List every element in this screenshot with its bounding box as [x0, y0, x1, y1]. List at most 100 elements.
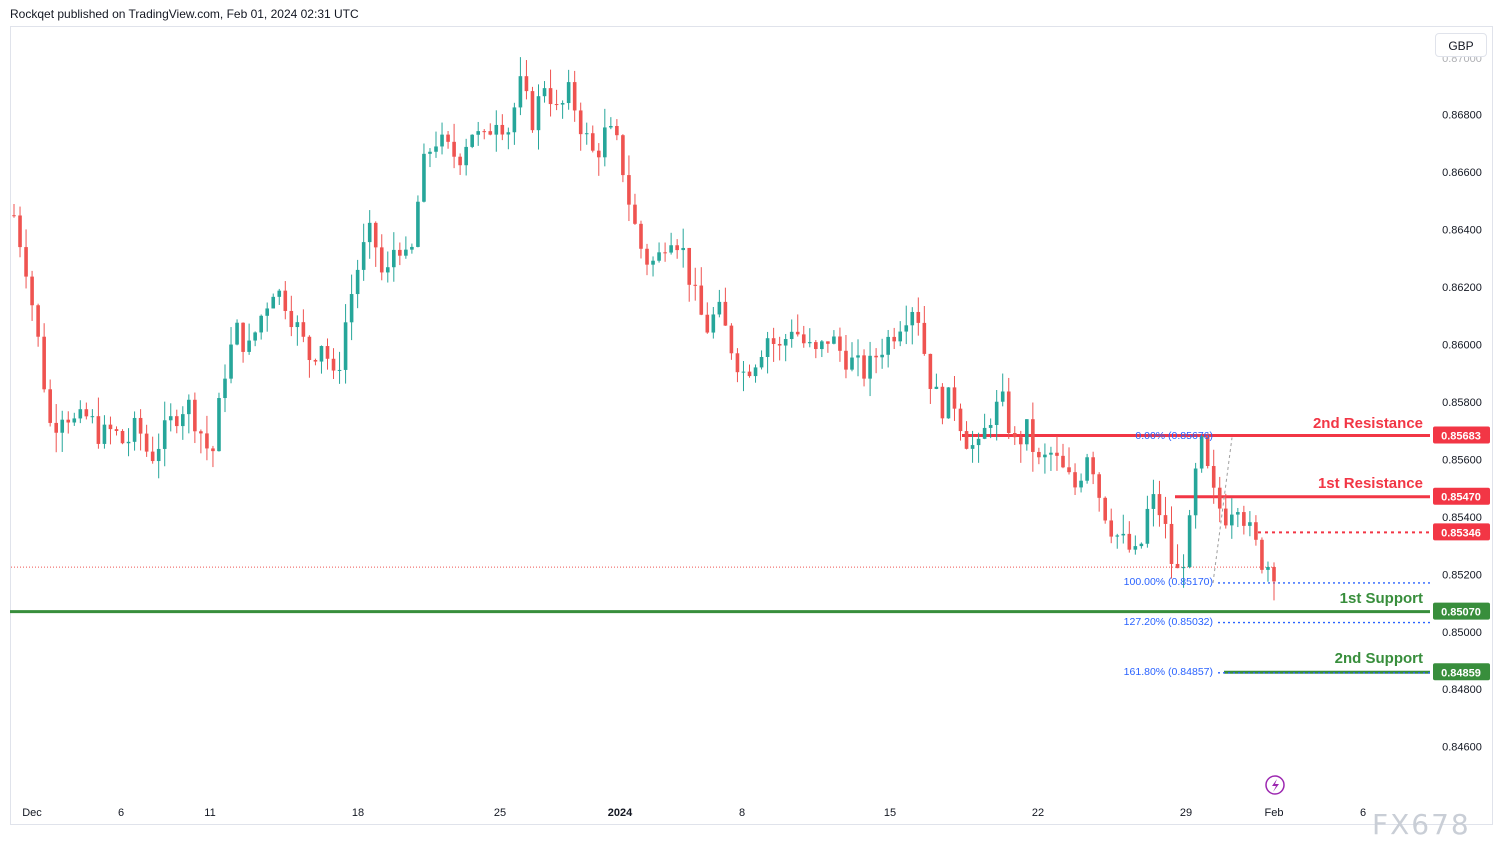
candle-body: [84, 409, 89, 417]
level-label: 2nd Support: [1335, 650, 1423, 667]
candle-body: [446, 134, 450, 142]
candle-body: [1151, 494, 1156, 509]
candle-body: [1067, 467, 1071, 473]
candle-body: [717, 301, 722, 315]
candle-body: [283, 290, 288, 311]
candle-body: [265, 308, 270, 316]
x-tick-label: 6: [118, 807, 124, 819]
candle-body: [313, 360, 318, 362]
candle-body: [596, 150, 601, 158]
candle-body: [1055, 452, 1059, 456]
candle-body: [958, 408, 963, 432]
y-tick-label: 0.86600: [1442, 167, 1482, 179]
y-tick-label: 0.85200: [1442, 569, 1482, 581]
candle-body: [132, 417, 137, 442]
candle-body: [1211, 466, 1216, 488]
candle-body: [928, 353, 933, 389]
candle-body: [355, 269, 360, 295]
candle-body: [295, 322, 300, 328]
candle-body: [307, 336, 312, 361]
candle-body: [464, 146, 468, 166]
candle-body: [24, 247, 28, 277]
y-tick-label: 0.85800: [1442, 397, 1482, 409]
x-tick-label: 6: [1360, 807, 1366, 819]
candle-body: [120, 430, 125, 444]
y-tick-label: 0.86800: [1442, 110, 1482, 122]
candle-body: [470, 134, 474, 147]
candle-body: [669, 245, 673, 253]
candle-body: [536, 96, 541, 131]
lightning-bolt-shape: [1272, 779, 1279, 792]
y-tick-label: 0.84800: [1442, 684, 1482, 696]
candle-body: [1139, 543, 1144, 547]
candle-body: [349, 294, 354, 323]
candle-body: [826, 341, 830, 344]
candle-body: [54, 422, 59, 433]
candle-body: [60, 419, 65, 433]
candle-body: [512, 107, 517, 133]
x-tick-label: 11: [204, 807, 215, 819]
candle-body: [530, 91, 535, 131]
candle-body: [814, 342, 818, 350]
candle-body: [126, 441, 131, 444]
candle-body: [1127, 533, 1132, 550]
y-tick-label: 0.86000: [1442, 340, 1482, 352]
chart-frame: [10, 26, 1493, 825]
candle-body: [162, 420, 167, 449]
candle-body: [12, 215, 16, 217]
x-tick-label: Feb: [1265, 807, 1284, 819]
fib-label: 161.80% (0.84857): [1124, 666, 1213, 678]
candle-body: [434, 146, 438, 152]
candle-body: [18, 215, 22, 248]
price-tag-bg: [1433, 663, 1490, 681]
candle-body: [72, 418, 77, 423]
candle-body: [916, 311, 921, 323]
candle-body: [982, 427, 987, 439]
candle-body: [235, 322, 239, 345]
lightning-circle: [1265, 775, 1285, 795]
candle-body: [988, 424, 993, 428]
candle-body: [476, 131, 481, 135]
candle-body: [1043, 454, 1047, 458]
candle-body: [946, 387, 951, 419]
candle-body: [1229, 514, 1234, 526]
candle-body: [385, 267, 390, 273]
candle-body: [379, 247, 384, 273]
candle-body: [795, 331, 800, 335]
candle-body: [114, 429, 119, 431]
price-tag-bg: [1433, 602, 1490, 620]
candle-body: [645, 248, 649, 265]
candle-body: [578, 110, 583, 135]
price-tag-support: 0.84859: [1433, 663, 1490, 681]
candle-body: [1012, 433, 1017, 438]
currency-button[interactable]: GBP: [1435, 33, 1487, 57]
y-tick-label: 0.84600: [1442, 742, 1482, 754]
candle-body: [1248, 522, 1252, 526]
candle-body: [1199, 436, 1204, 469]
candle-body: [1145, 508, 1150, 544]
fib-label: 0.00% (0.85676): [1135, 430, 1213, 442]
x-tick-label: 25: [494, 807, 506, 819]
candle-body: [1018, 437, 1023, 445]
candle-body: [976, 438, 981, 446]
price-tag-bg: [1433, 426, 1490, 444]
candle-body: [156, 448, 161, 462]
candle-body: [367, 222, 372, 243]
candle-body: [880, 354, 884, 358]
candle-body: [1079, 480, 1083, 488]
candle-body: [102, 424, 107, 444]
candle-body: [777, 343, 782, 346]
candle-body: [416, 201, 420, 247]
x-tick-label: 18: [352, 807, 364, 819]
level-label: 2nd Resistance: [1313, 415, 1423, 432]
candle-body: [1115, 535, 1120, 537]
price-tag-bg: [1433, 523, 1490, 541]
candle-body: [621, 135, 625, 176]
candle-body: [247, 340, 251, 352]
candle-body: [627, 175, 631, 205]
fib-label: 100.00% (0.85170): [1124, 576, 1213, 588]
candle-body: [807, 342, 812, 344]
candle-body: [524, 76, 529, 92]
lightning-bolt-icon[interactable]: [1265, 775, 1285, 795]
